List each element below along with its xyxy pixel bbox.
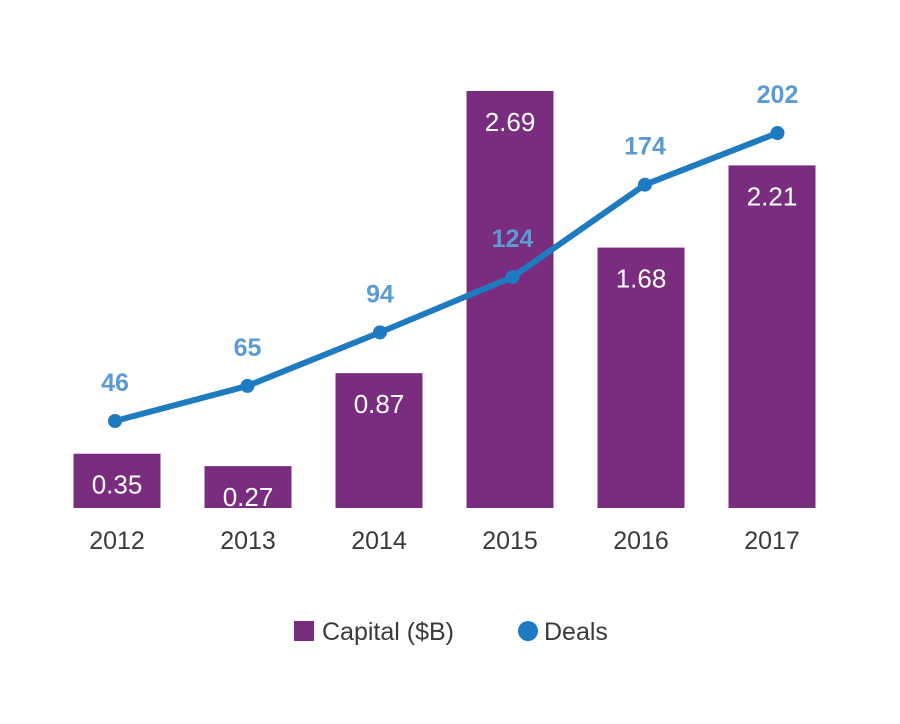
x-tick-2017: 2017 bbox=[744, 527, 800, 555]
deals-point-2016 bbox=[638, 177, 652, 192]
bar-2017 bbox=[728, 165, 816, 508]
bar-label-2014: 0.87 bbox=[354, 389, 405, 419]
deals-point-2015 bbox=[505, 270, 520, 284]
x-tick-2015: 2015 bbox=[482, 527, 538, 555]
bar-2015 bbox=[466, 91, 554, 508]
bar-label-2016: 1.68 bbox=[616, 264, 667, 294]
legend-swatch-deals bbox=[518, 621, 538, 641]
deals-point-2017 bbox=[770, 126, 785, 140]
legend: Capital ($B) Deals bbox=[294, 618, 608, 646]
x-tick-2013: 2013 bbox=[220, 527, 276, 555]
deals-point-2014 bbox=[373, 325, 387, 340]
legend-label-deals: Deals bbox=[544, 618, 608, 646]
x-axis-ticks: 2012 2013 2014 2015 2016 2017 bbox=[89, 527, 800, 555]
deals-label-2013: 65 bbox=[234, 334, 262, 362]
deals-point-2012 bbox=[108, 414, 122, 428]
bar-label-2012: 0.35 bbox=[92, 470, 143, 500]
legend-swatch-capital bbox=[294, 621, 314, 641]
bar-label-2013: 0.27 bbox=[223, 482, 274, 512]
deals-label-2012: 46 bbox=[101, 369, 129, 397]
deals-label-2017: 202 bbox=[757, 81, 799, 109]
line-layer: 46 65 94 124 174 202 bbox=[101, 81, 798, 428]
bar-2013 bbox=[204, 466, 292, 508]
deals-label-2014: 94 bbox=[366, 280, 394, 308]
deals-label-2015: 124 bbox=[492, 225, 534, 253]
bar-label-2017: 2.21 bbox=[747, 181, 798, 211]
x-tick-2012: 2012 bbox=[89, 527, 145, 555]
x-tick-2016: 2016 bbox=[613, 527, 669, 555]
bar-2016 bbox=[597, 247, 685, 508]
bar-label-2015: 2.69 bbox=[485, 107, 536, 137]
deals-label-2016: 174 bbox=[624, 133, 666, 161]
legend-label-capital: Capital ($B) bbox=[322, 618, 454, 646]
bar-2012 bbox=[73, 453, 161, 508]
bars-layer: 0.35 0.27 0.87 2.69 1.68 2.21 bbox=[73, 91, 816, 512]
deals-line bbox=[112, 130, 781, 424]
deals-point-2013 bbox=[240, 378, 255, 393]
bar-2014 bbox=[335, 373, 423, 508]
x-tick-2014: 2014 bbox=[351, 527, 407, 555]
